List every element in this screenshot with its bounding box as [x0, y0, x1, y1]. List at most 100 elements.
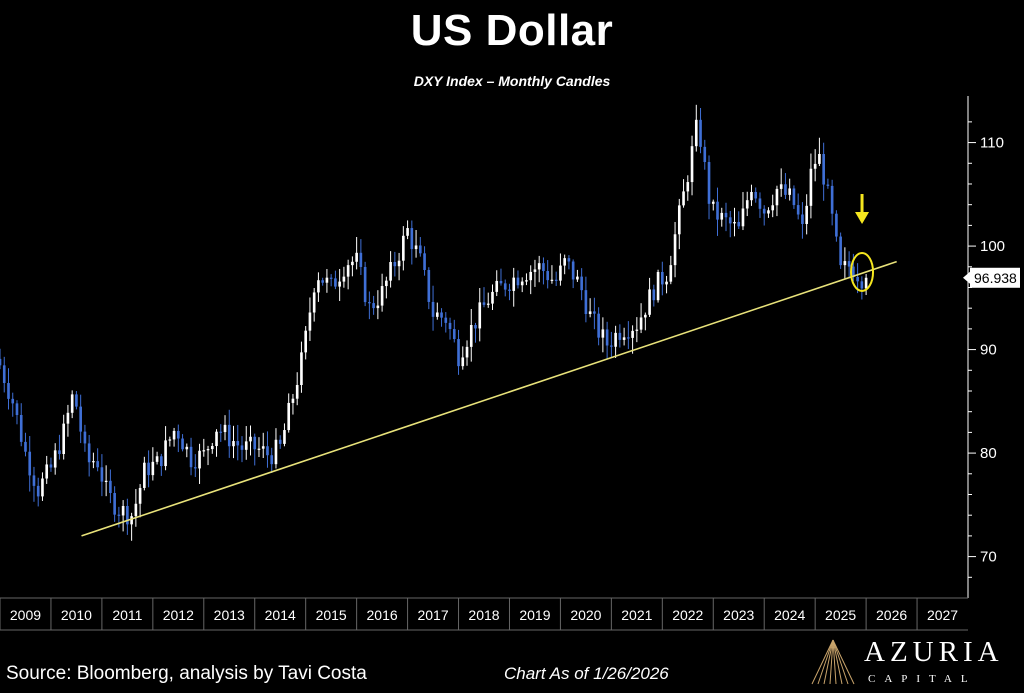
- x-tick-label: 2013: [214, 607, 245, 623]
- x-tick-label: 2015: [316, 607, 347, 623]
- candle-body: [491, 291, 494, 304]
- candle-body: [610, 345, 613, 347]
- highlight-group: [850, 194, 875, 292]
- candle-body: [856, 277, 859, 282]
- candle-body: [639, 317, 643, 330]
- candle-body: [232, 441, 235, 447]
- candle-body: [325, 277, 329, 283]
- candle-body: [741, 208, 745, 227]
- candle-body: [334, 278, 337, 287]
- candle-body: [121, 505, 125, 516]
- candle-body: [737, 221, 741, 227]
- candle-body: [805, 205, 808, 224]
- candle-body: [66, 412, 70, 424]
- y-tick-label: 110: [980, 135, 1004, 152]
- x-axis: 2009 2010 2011 2012 2013 2014 2015 2016 2017 2018…: [0, 597, 968, 631]
- candle-body: [503, 283, 507, 290]
- candle-body: [287, 402, 291, 431]
- candle-body: [516, 277, 520, 286]
- candle-body: [70, 394, 74, 413]
- candle-body: [151, 461, 155, 476]
- candle-body: [669, 265, 673, 282]
- candle-body: [440, 312, 443, 318]
- candle-body: [686, 182, 690, 192]
- candle-body: [508, 289, 511, 291]
- candle-body: [809, 168, 813, 206]
- candle-body: [406, 228, 409, 236]
- candle-body: [847, 261, 851, 267]
- candle-body: [75, 394, 78, 407]
- candle-body: [372, 303, 375, 309]
- candle-body: [206, 449, 210, 451]
- candle-body: [482, 302, 486, 305]
- candle-body: [822, 153, 825, 185]
- candle-body: [754, 191, 758, 199]
- candle-body: [567, 258, 571, 262]
- candle-body: [605, 329, 609, 346]
- last-value-pointer: [963, 271, 970, 284]
- candle-body: [168, 439, 172, 441]
- x-tick-label: 2025: [825, 607, 856, 623]
- candle-body: [690, 146, 694, 183]
- candle-body: [83, 431, 87, 444]
- candle-body: [818, 153, 821, 164]
- candle-body: [351, 261, 354, 266]
- candle-body: [724, 212, 728, 218]
- candle-body: [733, 221, 736, 224]
- candle-body: [665, 281, 668, 285]
- x-tick-label: 2017: [417, 607, 448, 623]
- candle-body: [304, 330, 308, 353]
- candle-body: [461, 357, 465, 367]
- candle-body: [627, 337, 630, 339]
- candle-body: [813, 163, 817, 169]
- candle-body: [414, 245, 418, 250]
- chart-date: Chart As of 1/26/2026: [504, 664, 669, 683]
- candle-body: [660, 271, 664, 285]
- candle-body: [830, 185, 834, 214]
- y-tick-label: 70: [980, 549, 997, 566]
- candle-body: [155, 456, 159, 462]
- highlight-circle: [850, 251, 875, 292]
- candle-body: [278, 439, 282, 444]
- candle-body: [193, 467, 197, 469]
- x-tick-label: 2011: [112, 607, 142, 623]
- candle-body: [614, 332, 617, 347]
- candle-body: [96, 461, 99, 468]
- candle-body: [270, 455, 274, 465]
- candle-body: [19, 414, 23, 442]
- x-tick-label: 2023: [723, 607, 754, 623]
- candle-body: [656, 271, 660, 301]
- candle-body: [775, 188, 779, 206]
- candle-body: [673, 234, 677, 266]
- candle-body: [533, 269, 537, 272]
- candle-body: [223, 424, 227, 433]
- candle-body: [58, 450, 61, 455]
- logo-subtitle: CAPITAL: [868, 673, 977, 685]
- candle-body: [317, 280, 320, 293]
- candle-body: [478, 302, 482, 329]
- candle-body: [584, 290, 588, 315]
- candle-body: [45, 464, 49, 479]
- candle-body: [236, 441, 240, 446]
- x-tick-label: 2020: [570, 607, 601, 623]
- candle-body: [321, 280, 324, 283]
- candle-body: [79, 406, 82, 432]
- candle-body: [418, 245, 422, 254]
- candle-body: [435, 312, 439, 317]
- candle-body: [618, 332, 622, 340]
- candle-body: [189, 446, 193, 468]
- candle-body: [130, 516, 133, 525]
- candle-body: [376, 305, 380, 309]
- candle-body: [7, 383, 10, 399]
- candle-body: [711, 201, 715, 204]
- candle-body: [312, 292, 316, 313]
- candle-body: [215, 431, 218, 447]
- x-tick-label: 2010: [61, 607, 92, 623]
- candle-body: [147, 462, 150, 476]
- candle-body: [342, 276, 346, 282]
- candle-body: [457, 339, 460, 367]
- candle-body: [41, 478, 44, 497]
- candle-body: [525, 280, 528, 282]
- candle-body: [784, 184, 787, 195]
- candle-body: [427, 270, 431, 302]
